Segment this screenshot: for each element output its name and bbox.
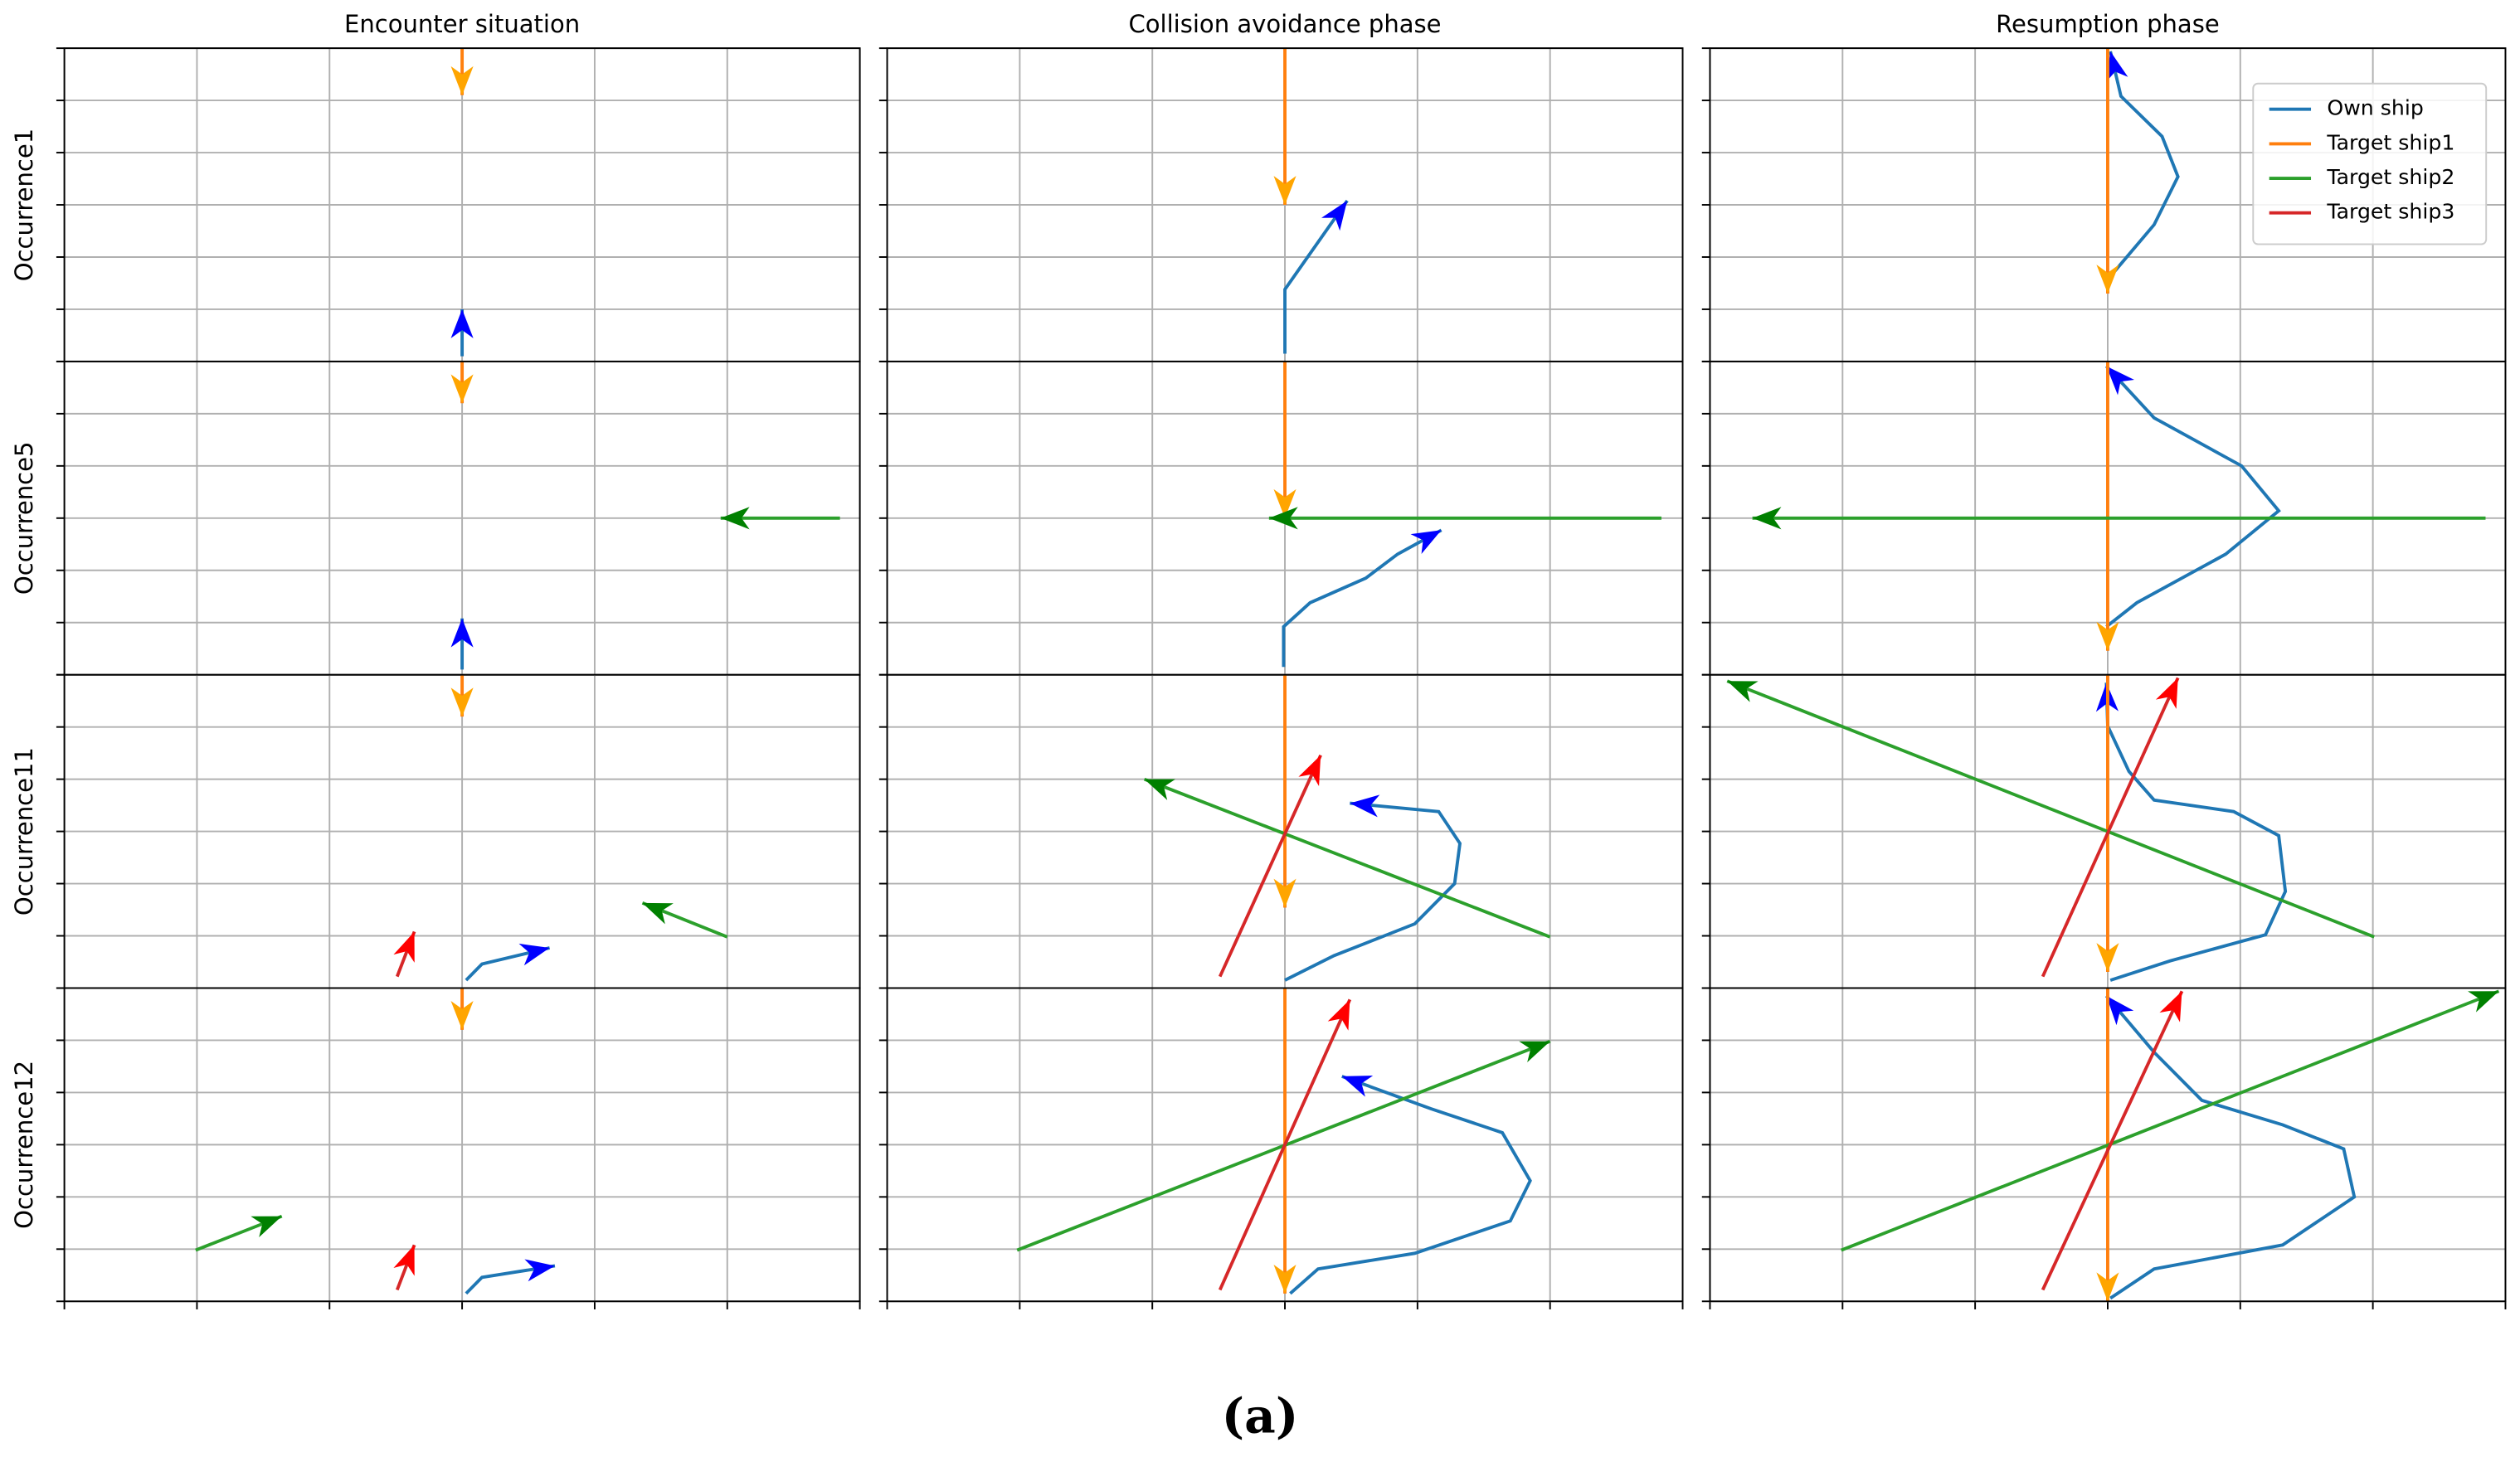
ship-marker bbox=[1321, 200, 1348, 231]
ship-marker bbox=[450, 374, 474, 404]
ship-marker bbox=[450, 1000, 474, 1030]
row-label: Occurrence12 bbox=[10, 1061, 38, 1229]
ship-marker bbox=[524, 1259, 555, 1282]
trajectory bbox=[1283, 199, 1349, 354]
axes-frame bbox=[1709, 987, 2507, 1303]
ship-marker bbox=[1268, 507, 1298, 530]
ship-marker bbox=[1273, 176, 1296, 206]
caption: (a) bbox=[1222, 1387, 1299, 1445]
trajectory bbox=[1284, 801, 1462, 982]
ship-marker bbox=[251, 1216, 282, 1238]
legend-label: Own ship bbox=[2327, 96, 2423, 120]
ship-marker bbox=[2105, 51, 2128, 82]
row-label: Occurrence1 bbox=[10, 129, 38, 282]
trajectory bbox=[1218, 754, 1322, 978]
ship-marker bbox=[1341, 1076, 1374, 1097]
ship-marker bbox=[720, 507, 750, 530]
ship-marker bbox=[1298, 755, 1321, 787]
legend-label: Target ship1 bbox=[2326, 130, 2454, 154]
ship-marker bbox=[393, 1245, 415, 1276]
trajectory bbox=[465, 1264, 556, 1295]
ship-marker bbox=[2096, 943, 2119, 972]
ship-marker bbox=[1519, 1041, 1550, 1063]
ship-marker bbox=[518, 943, 550, 966]
ship-marker bbox=[2096, 265, 2119, 294]
trajectory bbox=[2041, 677, 2180, 978]
trajectory bbox=[2104, 51, 2180, 283]
panel-title: Resumption phase bbox=[1996, 10, 2220, 38]
ship-marker bbox=[2159, 991, 2182, 1022]
ship-marker bbox=[450, 66, 474, 95]
trajectory bbox=[2104, 994, 2357, 1300]
ship-marker bbox=[450, 618, 474, 648]
ship-marker bbox=[1350, 794, 1380, 818]
trajectory bbox=[1218, 998, 1352, 1291]
ship-marker bbox=[1273, 488, 1296, 518]
ship-marker bbox=[1273, 1264, 1296, 1294]
axes-frame bbox=[886, 987, 1684, 1303]
ship-marker bbox=[1752, 507, 1782, 530]
ship-marker bbox=[2096, 1272, 2119, 1302]
legend-box bbox=[2252, 82, 2488, 245]
ship-marker bbox=[450, 687, 474, 717]
trajectory bbox=[1726, 679, 2375, 939]
ship-marker bbox=[2096, 621, 2119, 651]
trajectory bbox=[1282, 528, 1442, 668]
trajectory bbox=[465, 946, 551, 982]
ship-marker bbox=[2106, 995, 2134, 1026]
trajectory bbox=[1289, 1075, 1532, 1295]
ship-marker bbox=[1727, 681, 1759, 702]
trajectory bbox=[1143, 777, 1551, 939]
ship-marker bbox=[1327, 999, 1350, 1031]
ship-marker bbox=[393, 931, 415, 963]
panel-title: Collision avoidance phase bbox=[1128, 10, 1441, 38]
ship-marker bbox=[1410, 530, 1442, 554]
ship-marker bbox=[2155, 678, 2178, 709]
axes-frame bbox=[63, 987, 861, 1303]
trajectory bbox=[2041, 990, 2184, 1291]
legend-label: Target ship2 bbox=[2326, 165, 2454, 189]
ship-marker bbox=[642, 902, 674, 925]
panel-title: Encounter situation bbox=[344, 10, 580, 38]
row-label: Occurrence5 bbox=[10, 442, 38, 595]
trajectory bbox=[2104, 682, 2288, 982]
ship-marker bbox=[450, 308, 474, 338]
legend-label: Target ship3 bbox=[2326, 200, 2454, 224]
ship-marker bbox=[2106, 366, 2134, 396]
ship-marker bbox=[1273, 878, 1296, 908]
ship-marker bbox=[1144, 779, 1176, 800]
row-label: Occurrence11 bbox=[10, 747, 38, 916]
trajectory bbox=[1840, 989, 2500, 1252]
trajectory bbox=[2104, 365, 2281, 629]
ship-marker bbox=[2468, 991, 2499, 1013]
